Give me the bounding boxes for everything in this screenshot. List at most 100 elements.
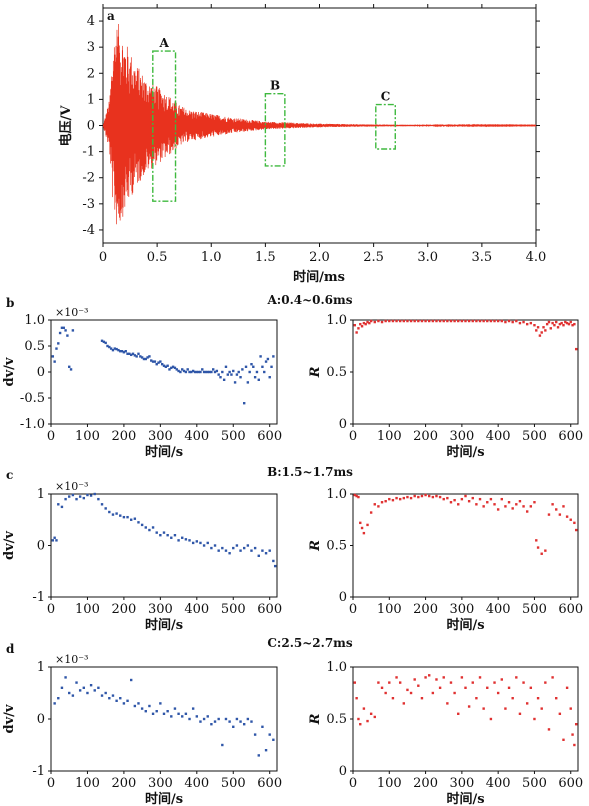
x-tick-label: 200: [413, 429, 438, 444]
data-point: [471, 681, 474, 684]
data-point: [162, 712, 166, 715]
y-tick-label: 2: [87, 66, 95, 81]
data-point: [233, 381, 237, 384]
data-point: [496, 691, 500, 695]
data-point: [511, 507, 514, 510]
data-point: [53, 536, 56, 539]
data-point: [486, 319, 489, 323]
data-point: [139, 355, 142, 358]
data-point: [377, 505, 380, 508]
data-point: [529, 505, 533, 508]
data-point: [496, 319, 500, 323]
data-point: [263, 370, 266, 374]
data-point: [151, 712, 155, 715]
data-point: [106, 344, 109, 348]
data-point: [467, 319, 471, 323]
x-tick-label: 200: [413, 602, 438, 617]
data-point: [131, 352, 135, 355]
data-point: [449, 681, 453, 684]
data-point: [457, 319, 460, 323]
data-point: [89, 684, 93, 687]
data-point: [573, 743, 576, 747]
data-point: [173, 534, 177, 537]
data-point: [478, 497, 482, 501]
data-point: [204, 370, 208, 374]
data-point: [104, 507, 107, 510]
data-point: [228, 370, 231, 374]
data-point: [525, 702, 529, 705]
data-point: [119, 697, 122, 700]
x-tick-label: 2.5: [363, 250, 384, 265]
data-point: [133, 517, 137, 520]
data-point: [471, 496, 474, 500]
data-point: [558, 513, 562, 516]
data-point: [264, 552, 268, 555]
data-point: [420, 494, 424, 498]
data-point: [569, 707, 572, 710]
window-box-a: [152, 50, 177, 202]
data-point: [199, 541, 202, 545]
y-axis-label: R: [308, 540, 323, 552]
data-point: [150, 359, 153, 362]
y-tick-label: -4: [82, 223, 95, 238]
x-tick-label: 200: [111, 776, 136, 791]
data-point: [62, 326, 65, 329]
data-point: [533, 717, 536, 721]
data-point: [100, 694, 104, 697]
data-point: [384, 319, 387, 323]
data-point: [359, 723, 362, 726]
data-point: [126, 699, 129, 702]
window-label-c: C: [381, 90, 391, 104]
data-point: [540, 707, 543, 710]
data-point: [515, 503, 518, 506]
data-point: [69, 368, 73, 371]
data-point: [133, 354, 137, 357]
data-point: [478, 319, 482, 323]
data-point: [264, 360, 268, 363]
data-point: [168, 368, 171, 371]
data-point: [567, 322, 571, 326]
data-point: [184, 538, 188, 541]
panel-d-letter: d: [6, 642, 15, 656]
data-point: [191, 369, 195, 373]
data-point: [366, 719, 369, 723]
y-tick-label: 0: [339, 417, 347, 432]
data-point: [53, 702, 56, 705]
x-tick-label: 300: [148, 602, 173, 617]
data-point: [210, 546, 213, 550]
data-point: [137, 352, 140, 355]
data-point: [215, 369, 219, 373]
data-point: [417, 495, 420, 499]
x-tick-label: 2.0: [309, 250, 330, 265]
data-point: [57, 342, 60, 345]
data-point: [417, 684, 420, 687]
data-point: [153, 360, 157, 363]
data-point: [206, 715, 209, 718]
data-point: [195, 540, 199, 543]
data-point: [170, 366, 173, 370]
data-point: [388, 497, 391, 501]
data-point: [257, 554, 260, 557]
data-point: [261, 725, 264, 728]
data-point: [360, 325, 364, 328]
data-point: [100, 503, 104, 506]
data-point: [357, 495, 360, 499]
plot-frame: [352, 493, 579, 598]
data-point: [556, 326, 560, 329]
data-point: [362, 321, 366, 325]
data-point: [529, 686, 533, 689]
data-point: [177, 712, 180, 715]
data-point: [489, 717, 493, 721]
x-tick-label: 200: [111, 429, 136, 444]
data-point: [542, 326, 545, 329]
data-point: [368, 321, 371, 325]
data-point: [159, 360, 162, 363]
x-tick-label: 100: [75, 602, 100, 617]
data-point: [206, 541, 209, 545]
data-point: [202, 717, 206, 721]
data-point: [244, 365, 248, 368]
data-point: [188, 539, 191, 542]
data-point: [493, 319, 496, 323]
data-point: [460, 497, 464, 501]
data-point: [253, 546, 257, 550]
